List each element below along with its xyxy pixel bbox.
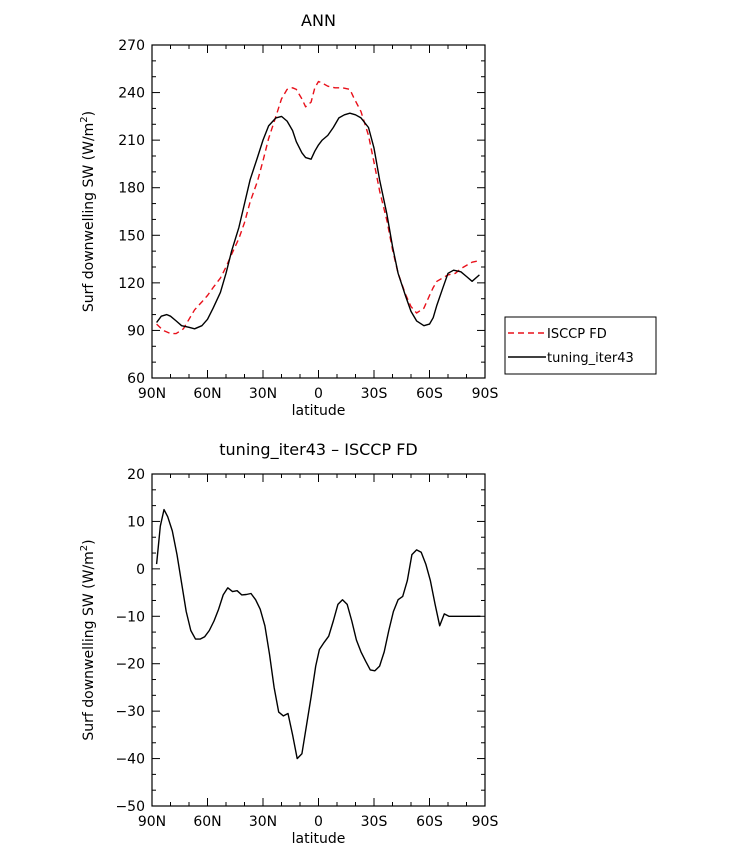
y-tick-label: −40 (115, 752, 145, 768)
y-tick-label: 210 (118, 133, 145, 149)
plot-title: tuning_iter43 – ISCCP FD (219, 440, 417, 460)
y-tick-label: 270 (118, 38, 145, 54)
y-axis-label: Surf downwelling SW (W/m2) (79, 539, 97, 740)
x-tick-labels: 90N 60N 30N 0 30S 60S 90S (138, 814, 499, 830)
x-tick-label: 0 (314, 814, 323, 830)
series-lines (156, 80, 480, 335)
y-axis-label: Surf downwelling SW (W/m2) (79, 111, 97, 312)
series-lines (155, 508, 481, 760)
plot-frame (151, 473, 486, 807)
y-tick-label: 10 (127, 514, 145, 530)
x-tick-label: 90S (472, 814, 499, 830)
y-tick-label: 20 (127, 467, 145, 483)
axis-ticks (151, 473, 486, 807)
x-tick-labels: 90N 60N 30N 0 30S 60S 90S (138, 386, 499, 402)
x-tick-label: 60N (193, 386, 221, 402)
plot-annual-mean: ANN 60 90 120 150 180 210 240 270 90N 60N 30N 0 30S… (79, 11, 657, 419)
x-tick-label: 90S (472, 386, 499, 402)
series-line-difference (155, 508, 481, 760)
legend-label-isccp: ISCCP FD (547, 327, 607, 342)
x-tick-label: 30S (361, 386, 388, 402)
y-tick-label: 120 (118, 276, 145, 292)
series-line-isccp-fd (156, 80, 480, 335)
legend-box (504, 316, 657, 375)
y-tick-label: 150 (118, 228, 145, 244)
y-tick-labels: 60 90 120 150 180 210 240 270 (118, 38, 145, 387)
x-tick-label: 60N (193, 814, 221, 830)
plot-difference: tuning_iter43 – ISCCP FD −50 −40 −30 −20 −10… (79, 440, 498, 847)
y-tick-label: 240 (118, 86, 145, 102)
x-tick-label: 90N (138, 814, 166, 830)
x-tick-label: 30N (249, 386, 277, 402)
plot-frame (151, 44, 486, 379)
y-tick-label: −50 (115, 799, 145, 815)
y-tick-label: 180 (118, 181, 145, 197)
x-axis-label: latitude (292, 831, 346, 847)
y-tick-label: 0 (136, 562, 145, 578)
x-axis-label: latitude (292, 403, 346, 419)
plot-title: ANN (301, 11, 336, 30)
x-tick-label: 60S (416, 814, 443, 830)
y-tick-label: 60 (127, 371, 145, 387)
x-tick-label: 0 (314, 386, 323, 402)
y-tick-label: −20 (115, 657, 145, 673)
y-tick-label: 90 (127, 323, 145, 339)
x-tick-label: 90N (138, 386, 166, 402)
y-tick-labels: −50 −40 −30 −20 −10 0 10 20 (115, 467, 145, 815)
y-tick-label: −10 (115, 609, 145, 625)
legend-label-tuning: tuning_iter43 (547, 351, 634, 366)
legend: ISCCP FD tuning_iter43 (504, 316, 657, 375)
x-tick-label: 30S (361, 814, 388, 830)
series-line-tuning-iter43 (156, 112, 480, 330)
y-tick-label: −30 (115, 704, 145, 720)
axis-ticks (151, 44, 486, 379)
x-tick-label: 30N (249, 814, 277, 830)
x-tick-label: 60S (416, 386, 443, 402)
